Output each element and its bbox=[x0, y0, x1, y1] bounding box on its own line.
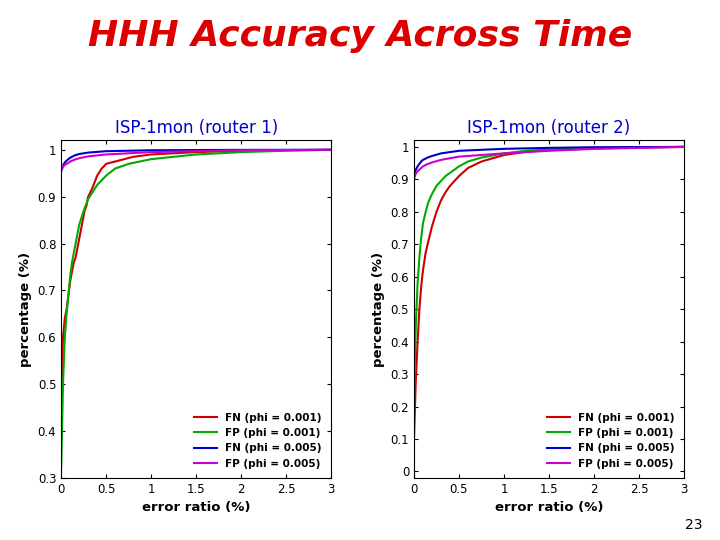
Y-axis label: percentage (%): percentage (%) bbox=[372, 252, 385, 367]
Legend: FN (phi = 0.001), FP (phi = 0.001), FN (phi = 0.005), FP (phi = 0.005): FN (phi = 0.001), FP (phi = 0.001), FN (… bbox=[190, 409, 326, 472]
Legend: FN (phi = 0.001), FP (phi = 0.001), FN (phi = 0.005), FP (phi = 0.005): FN (phi = 0.001), FP (phi = 0.001), FN (… bbox=[543, 409, 679, 472]
X-axis label: error ratio (%): error ratio (%) bbox=[495, 501, 603, 514]
Text: 23: 23 bbox=[685, 518, 702, 532]
Text: HHH Accuracy Across Time: HHH Accuracy Across Time bbox=[88, 19, 632, 53]
Title: ISP-1mon (router 2): ISP-1mon (router 2) bbox=[467, 119, 631, 138]
Y-axis label: percentage (%): percentage (%) bbox=[19, 252, 32, 367]
Title: ISP-1mon (router 1): ISP-1mon (router 1) bbox=[114, 119, 278, 138]
X-axis label: error ratio (%): error ratio (%) bbox=[142, 501, 251, 514]
